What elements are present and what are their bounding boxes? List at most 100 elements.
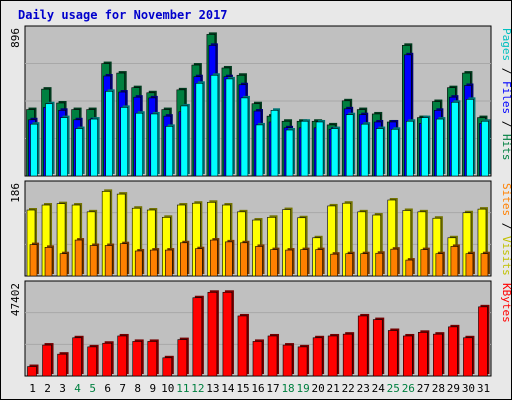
bar-sites-day-23 — [360, 253, 369, 277]
side-label-files: Files — [500, 81, 512, 114]
day-label-24: 24 — [372, 382, 386, 395]
day-label-21: 21 — [327, 382, 340, 395]
bar-pages-day-29 — [451, 101, 459, 177]
bar-kbytes-day-24 — [372, 319, 383, 377]
bar-pages-day-12 — [195, 82, 204, 177]
bar-sites-day-8 — [134, 250, 143, 277]
bar-pages-day-27 — [421, 117, 429, 177]
bar-kbytes-day-31 — [478, 306, 488, 377]
side-label-kbytes: KBytes — [500, 283, 512, 323]
bar-sites-day-15 — [240, 242, 248, 277]
bar-kbytes-day-12 — [192, 297, 203, 377]
bar-sites-day-6 — [104, 245, 113, 277]
bar-sites-day-20 — [315, 249, 323, 277]
bar-pages-day-1 — [30, 123, 38, 177]
day-label-15: 15 — [236, 382, 249, 395]
day-label-8: 8 — [134, 382, 141, 395]
bar-kbytes-day-15 — [237, 315, 248, 377]
bar-kbytes-day-9 — [147, 341, 158, 377]
bar-kbytes-day-8 — [132, 341, 143, 377]
day-label-9: 9 — [149, 382, 156, 395]
day-label-26: 26 — [402, 382, 415, 395]
bar-kbytes-day-27 — [418, 332, 428, 377]
bar-pages-day-28 — [436, 118, 444, 177]
bar-kbytes-day-17 — [267, 335, 278, 377]
panel-3-side-label: KBytes — [500, 283, 512, 323]
day-label-5: 5 — [89, 382, 96, 395]
bar-kbytes-day-20 — [312, 337, 323, 377]
bar-pages-day-18 — [285, 129, 294, 177]
bar-pages-day-13 — [210, 74, 219, 177]
bar-pages-day-23 — [360, 123, 369, 177]
bar-kbytes-day-11 — [177, 339, 188, 377]
bar-pages-day-2 — [45, 103, 53, 177]
day-label-3: 3 — [59, 382, 66, 395]
side-label-hits: Hits — [500, 134, 512, 161]
day-label-16: 16 — [251, 382, 264, 395]
day-label-6: 6 — [104, 382, 111, 395]
bar-sites-day-25 — [390, 248, 399, 277]
day-label-31: 31 — [477, 382, 490, 395]
bar-kbytes-day-3 — [57, 353, 67, 377]
bar-pages-day-5 — [90, 118, 98, 177]
panel-2-max-label: 186 — [9, 183, 22, 203]
bar-sites-day-3 — [59, 253, 68, 277]
bar-kbytes-day-30 — [463, 337, 473, 377]
bar-pages-day-3 — [60, 117, 68, 177]
panel-3-bars — [27, 290, 490, 377]
day-label-14: 14 — [221, 382, 235, 395]
bar-pages-day-16 — [255, 124, 264, 177]
bar-sites-day-19 — [300, 249, 308, 277]
day-label-23: 23 — [357, 382, 370, 395]
bar-pages-day-17 — [270, 110, 279, 177]
chart-title: Daily usage for November 2017 — [18, 8, 228, 22]
day-label-19: 19 — [296, 382, 309, 395]
panel-2-side-label: Sites / Visits — [500, 183, 512, 276]
panel-3-max-label: 47402 — [9, 283, 22, 316]
bar-sites-day-16 — [255, 246, 263, 277]
panel-2: 186 Sites / Visits — [9, 180, 512, 277]
panel-3: 47402 KBytes — [9, 280, 512, 377]
day-label-2: 2 — [44, 382, 51, 395]
bar-kbytes-day-2 — [42, 344, 52, 377]
bar-sites-day-9 — [149, 249, 158, 277]
bar-sites-day-27 — [420, 249, 429, 277]
day-label-13: 13 — [206, 382, 219, 395]
bar-pages-day-31 — [481, 120, 489, 177]
bar-sites-day-1 — [29, 244, 38, 277]
bar-kbytes-day-25 — [387, 330, 398, 377]
bar-pages-day-11 — [180, 105, 189, 177]
day-label-25: 25 — [387, 382, 400, 395]
bar-kbytes-day-29 — [448, 326, 458, 377]
bar-kbytes-day-28 — [433, 333, 443, 377]
bar-pages-day-7 — [120, 107, 128, 177]
bar-sites-day-31 — [480, 253, 489, 277]
bar-sites-day-18 — [285, 249, 293, 277]
day-labels-group: 1 2 3 4 5 6 7 8 9 10 11 12 13 14 15 16 17 18 19 20 21 22 23 24 2… — [29, 382, 490, 395]
bar-sites-day-30 — [465, 253, 474, 277]
bar-pages-day-4 — [75, 128, 83, 177]
bar-sites-day-29 — [450, 246, 459, 277]
day-label-18: 18 — [281, 382, 294, 395]
panel-1: 896 Pages / Files / Hits — [9, 25, 512, 177]
bar-pages-day-9 — [150, 113, 159, 177]
day-label-1: 1 — [29, 382, 36, 395]
bar-sites-day-17 — [270, 249, 278, 277]
bar-pages-day-15 — [240, 97, 249, 177]
bar-kbytes-day-5 — [87, 346, 97, 377]
day-label-28: 28 — [432, 382, 445, 395]
bar-kbytes-day-14 — [222, 291, 233, 377]
day-label-17: 17 — [266, 382, 279, 395]
day-label-10: 10 — [161, 382, 174, 395]
bar-pages-day-22 — [345, 114, 354, 177]
bar-kbytes-day-16 — [252, 341, 263, 377]
bar-pages-day-25 — [390, 128, 399, 177]
panel-1-side-label: Pages / Files / Hits — [500, 28, 512, 161]
bar-pages-day-21 — [330, 128, 339, 177]
bar-sites-day-22 — [345, 253, 353, 277]
side-label-pages: Pages — [500, 28, 512, 61]
bar-pages-day-30 — [466, 99, 474, 177]
day-label-29: 29 — [447, 382, 460, 395]
